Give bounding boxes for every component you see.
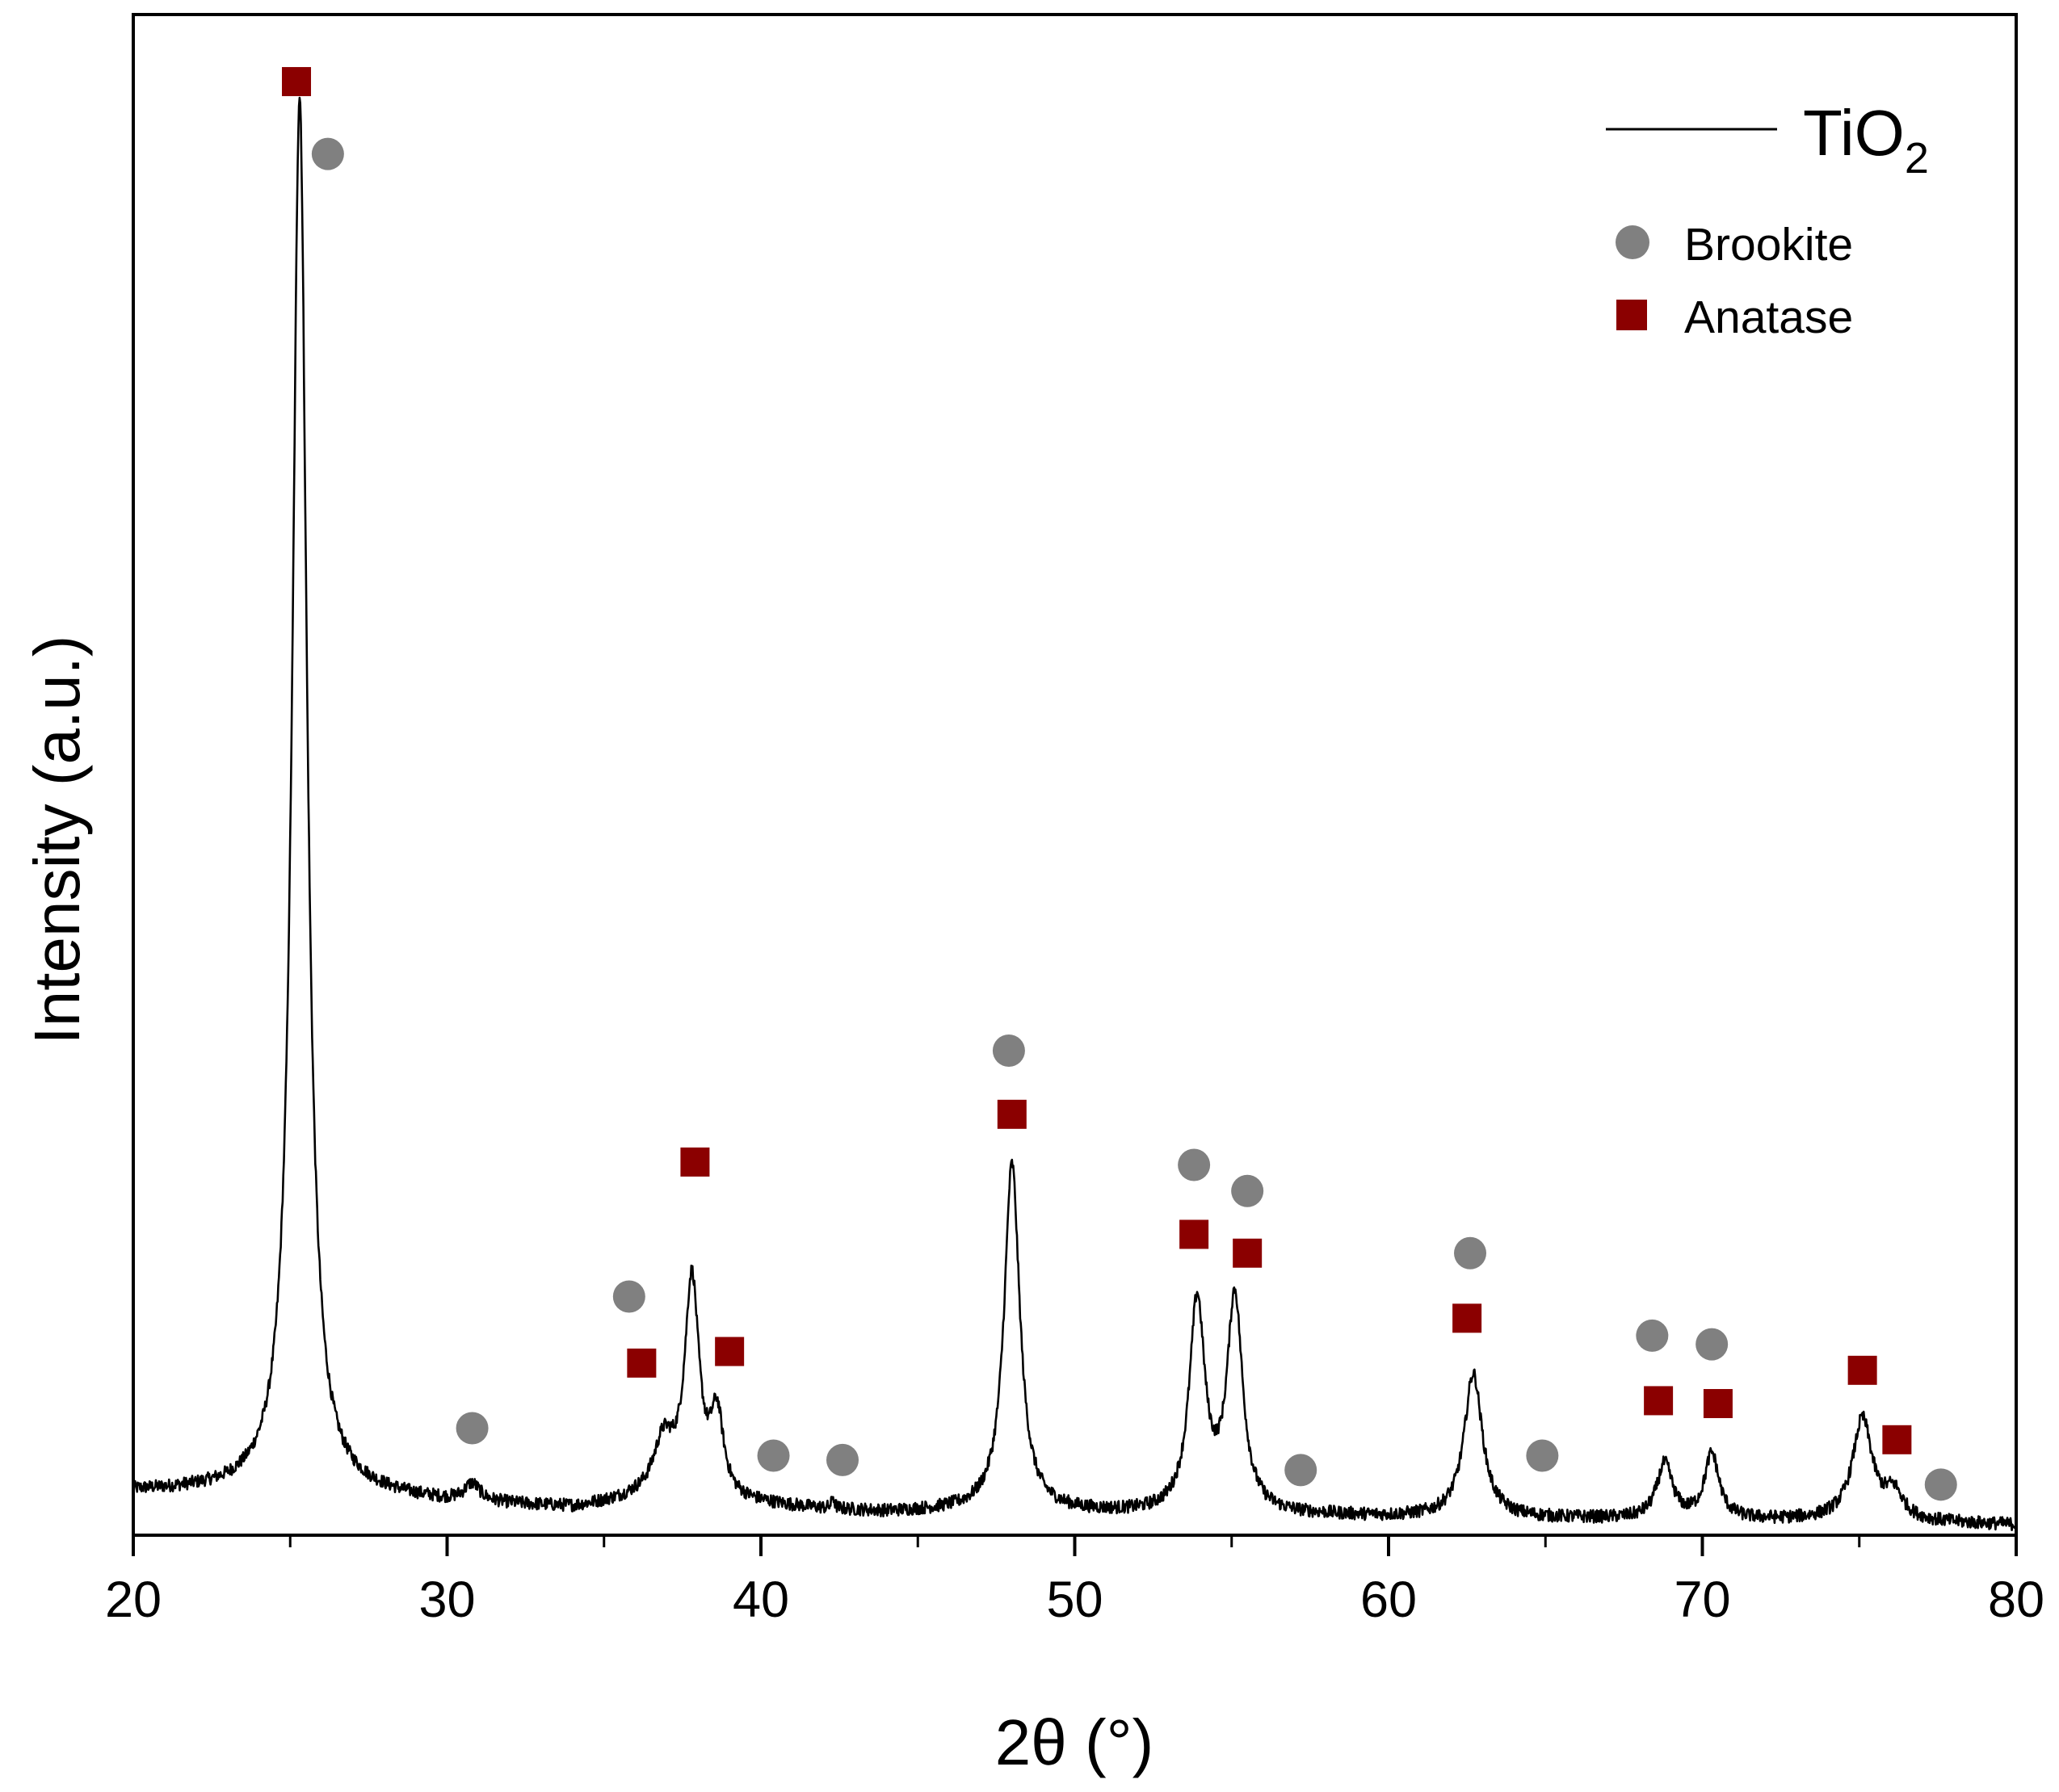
anatase-marker [997, 1099, 1027, 1129]
x-tick-label: 70 [1674, 1572, 1730, 1628]
legend-brookite-marker [1616, 225, 1649, 259]
brookite-marker [757, 1439, 790, 1472]
legend-anatase-marker [1616, 300, 1647, 330]
anatase-marker [1847, 1355, 1877, 1385]
marker-layer [282, 67, 1957, 1501]
x-tick-label: 40 [733, 1572, 789, 1628]
legend-brookite-label: Brookite [1684, 219, 1853, 271]
y-axis-title: Intensity (a.u.) [21, 636, 93, 1045]
anatase-marker [680, 1147, 710, 1177]
brookite-marker [612, 1280, 645, 1313]
brookite-marker [1636, 1319, 1669, 1352]
x-axis-ticks: 20 30 40 50 60 70 80 [105, 1535, 2044, 1628]
x-tick-label: 30 [418, 1572, 475, 1628]
brookite-marker [1284, 1454, 1317, 1487]
anatase-marker [1233, 1238, 1263, 1268]
brookite-marker [1924, 1468, 1957, 1501]
anatase-marker [627, 1348, 657, 1378]
anatase-marker [1703, 1389, 1733, 1419]
legend-anatase-label: Anatase [1684, 292, 1853, 343]
brookite-marker [826, 1443, 859, 1476]
anatase-marker [1644, 1386, 1674, 1416]
x-tick-label: 20 [105, 1572, 162, 1628]
x-tick-label: 80 [1988, 1572, 2044, 1628]
brookite-marker [1231, 1174, 1264, 1207]
anatase-marker [282, 67, 312, 97]
anatase-marker [715, 1337, 745, 1366]
tio2-series-line [132, 96, 2018, 1531]
legend: TiO2 Brookite Anatase [1606, 97, 1929, 343]
x-axis-title: 2θ (°) [995, 1706, 1153, 1778]
x-tick-label: 60 [1360, 1572, 1417, 1628]
anatase-marker [1452, 1303, 1482, 1333]
series-layer [132, 96, 2018, 1531]
anatase-marker [1882, 1425, 1912, 1454]
brookite-marker [311, 137, 344, 170]
legend-series-label: TiO2 [1803, 97, 1929, 183]
brookite-marker [1178, 1148, 1211, 1181]
brookite-marker [1526, 1439, 1559, 1472]
legend-series-subscript: 2 [1905, 134, 1929, 183]
legend-series-name: TiO [1803, 97, 1905, 169]
brookite-marker [1454, 1236, 1487, 1270]
brookite-marker [992, 1034, 1025, 1068]
brookite-marker [456, 1412, 489, 1445]
anatase-marker [1179, 1219, 1209, 1249]
x-tick-label: 50 [1046, 1572, 1103, 1628]
brookite-marker [1696, 1328, 1729, 1361]
